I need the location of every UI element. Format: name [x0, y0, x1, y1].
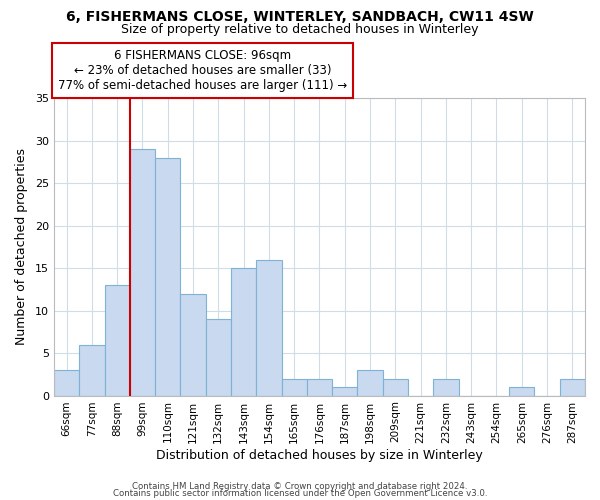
Bar: [130, 149, 155, 396]
Text: Contains public sector information licensed under the Open Government Licence v3: Contains public sector information licen…: [113, 490, 487, 498]
Bar: [332, 387, 358, 396]
Bar: [358, 370, 383, 396]
Bar: [307, 378, 332, 396]
Bar: [54, 370, 79, 396]
Bar: [281, 378, 307, 396]
Bar: [181, 294, 206, 396]
Y-axis label: Number of detached properties: Number of detached properties: [15, 148, 28, 346]
Bar: [231, 268, 256, 396]
Bar: [560, 378, 585, 396]
Bar: [79, 344, 104, 396]
Text: Size of property relative to detached houses in Winterley: Size of property relative to detached ho…: [121, 22, 479, 36]
Text: Contains HM Land Registry data © Crown copyright and database right 2024.: Contains HM Land Registry data © Crown c…: [132, 482, 468, 491]
Bar: [509, 387, 535, 396]
Bar: [104, 285, 130, 396]
X-axis label: Distribution of detached houses by size in Winterley: Distribution of detached houses by size …: [156, 450, 483, 462]
Bar: [256, 260, 281, 396]
Bar: [383, 378, 408, 396]
Text: 6 FISHERMANS CLOSE: 96sqm
← 23% of detached houses are smaller (33)
77% of semi-: 6 FISHERMANS CLOSE: 96sqm ← 23% of detac…: [58, 50, 347, 92]
Text: 6, FISHERMANS CLOSE, WINTERLEY, SANDBACH, CW11 4SW: 6, FISHERMANS CLOSE, WINTERLEY, SANDBACH…: [66, 10, 534, 24]
Bar: [206, 319, 231, 396]
Bar: [155, 158, 181, 396]
Bar: [433, 378, 458, 396]
